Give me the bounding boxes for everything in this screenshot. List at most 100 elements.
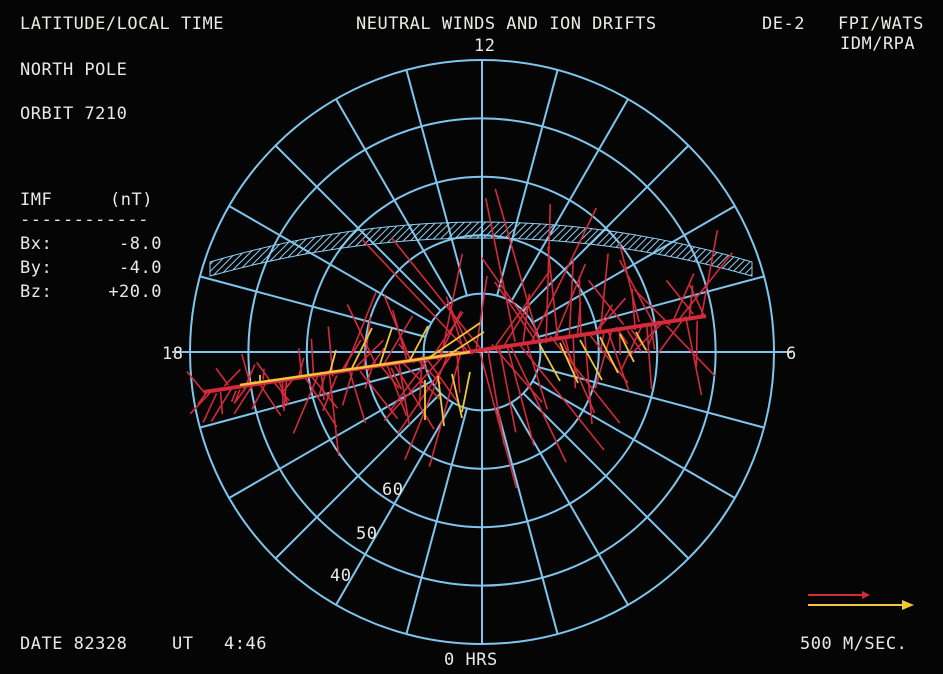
wind-vector: [628, 322, 663, 357]
drift-vector: [579, 339, 603, 381]
wind-vector: [568, 259, 575, 337]
neutral-wind-vectors: [186, 188, 733, 489]
wind-vector: [425, 357, 460, 404]
wind-vector: [594, 329, 613, 389]
drift-vector: [559, 342, 579, 384]
wind-vector: [599, 253, 609, 332]
wind-vector: [318, 374, 326, 397]
wind-vector: [360, 238, 470, 353]
wind-vector: [665, 279, 695, 315]
drift-vector: [329, 349, 337, 373]
wind-vector: [359, 370, 399, 420]
wind-vector: [498, 347, 517, 433]
drift-vector: [461, 371, 471, 413]
wind-vector: [230, 390, 237, 403]
drift-vector: [351, 327, 373, 369]
wind-vector: [633, 289, 671, 326]
imf-bz-label: Bz:: [20, 282, 53, 302]
wind-vector: [502, 302, 531, 348]
wind-vector: [328, 370, 340, 457]
coordinate-title: LATITUDE/LOCAL TIME: [20, 14, 224, 34]
wind-vector: [547, 246, 559, 338]
wind-vector: [378, 363, 400, 389]
wind-vector: [620, 322, 644, 371]
imf-unit: (nT): [110, 190, 153, 210]
meridian-line: [405, 69, 468, 296]
latitude-label-60: 60: [382, 480, 404, 500]
drift-vector: [429, 322, 481, 358]
wind-vector: [364, 368, 373, 390]
wind-vector: [440, 253, 464, 356]
wind-vector: [578, 276, 582, 337]
wind-vector: [560, 338, 596, 414]
wind-vector: [383, 353, 446, 422]
hour-label-6: 6: [786, 344, 797, 364]
wind-vector: [327, 326, 334, 377]
wind-vector: [355, 339, 384, 368]
drift-vector: [379, 327, 393, 365]
wind-vector: [346, 304, 377, 364]
wind-vector: [695, 320, 698, 367]
wind-vector: [677, 252, 733, 322]
wind-vector: [210, 387, 233, 422]
meridian-line: [274, 144, 442, 312]
auroral-oval-hatch: [209, 221, 753, 277]
meridian-line: [228, 205, 432, 324]
wind-vector: [341, 372, 354, 406]
ut-label: UT: [172, 634, 194, 654]
wind-vector: [494, 281, 536, 340]
wind-vector: [607, 330, 630, 392]
wind-vector: [202, 393, 218, 423]
wind-vector: [262, 368, 265, 380]
pole-label: NORTH POLE: [20, 60, 128, 80]
wind-vector: [618, 242, 640, 323]
wind-vector: [189, 389, 214, 415]
wind-vector: [587, 279, 625, 326]
wind-vector: [398, 362, 411, 425]
imf-bx-label: Bx:: [20, 234, 53, 254]
wind-vector: [382, 315, 414, 366]
wind-vector: [700, 230, 719, 319]
imf-separator: ------------: [20, 210, 149, 230]
ut-value: 4:46: [224, 634, 267, 654]
wind-vector: [495, 270, 551, 347]
wind-vector: [256, 361, 272, 383]
date-label: DATE 82328: [20, 634, 128, 654]
wind-vector: [479, 353, 518, 489]
orbit-label: ORBIT 7210: [20, 104, 128, 124]
meridian-line: [199, 275, 426, 338]
wind-vector: [386, 365, 408, 417]
wind-vector: [510, 346, 567, 463]
wind-vector: [402, 362, 442, 401]
meridian-line: [335, 98, 454, 302]
wind-vector: [572, 336, 577, 389]
wind-vector: [525, 342, 549, 410]
wind-vector: [456, 351, 461, 393]
wind-vector: [292, 376, 319, 434]
meridian-line: [496, 408, 559, 635]
wind-vector: [665, 324, 716, 377]
wind-vector: [305, 378, 338, 428]
wind-vector: [234, 384, 249, 403]
wind-vector: [322, 375, 338, 411]
wind-vector: [251, 380, 268, 410]
wind-vector: [506, 345, 535, 446]
drift-vector: [437, 375, 445, 427]
drift-vector: [539, 344, 561, 382]
drift-scale-arrowhead: [902, 600, 914, 610]
scale-arrows: [808, 591, 914, 610]
wind-vector: [298, 348, 303, 380]
latitude-label-50: 50: [356, 524, 378, 544]
wind-vector: [549, 335, 621, 424]
wind-vector: [428, 352, 462, 467]
hour-label-12: 12: [474, 36, 496, 56]
wind-vector: [491, 343, 543, 403]
wind-vector: [595, 304, 613, 332]
wind-vector: [186, 370, 206, 394]
meridian-line: [496, 69, 559, 296]
meridian-line: [405, 408, 468, 635]
wind-vector: [446, 301, 474, 355]
imf-bz-value: +20.0: [108, 282, 162, 302]
meridian-line: [510, 402, 629, 606]
